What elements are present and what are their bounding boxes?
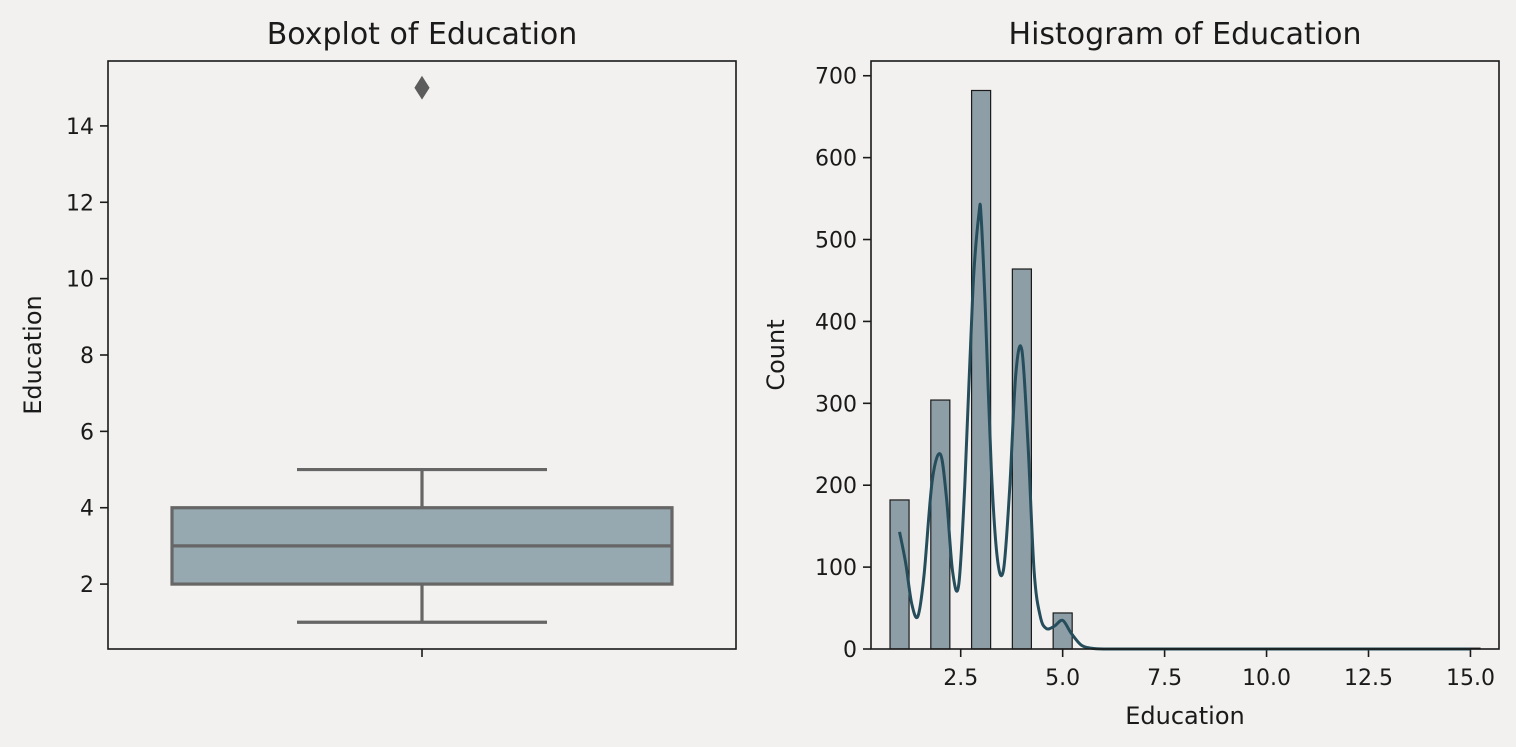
histogram-x-tick-label: 10.0 [1242,666,1291,691]
histogram-y-tick-label: 300 [815,392,857,417]
boxplot-marks [170,75,674,624]
boxplot-y-tick-label: 8 [80,344,94,369]
boxplot-panel: Boxplot of Education Education 2 4 6 8 10 12 1… [19,17,737,657]
histogram-y-tick-label: 200 [815,474,857,499]
histogram-x-axis-label: Education [1125,702,1244,730]
boxplot-y-tick-label: 12 [66,191,94,216]
histogram-y-tick-label: 500 [815,229,857,254]
histogram-x-tick-label: 7.5 [1147,666,1182,691]
histogram-bar [930,399,951,650]
boxplot-y-tick-label: 14 [66,115,94,140]
boxplot-y-tick-label: 6 [80,420,94,445]
histogram-x-tick-label: 15.0 [1446,666,1495,691]
histogram-y-tick-label: 700 [815,65,857,90]
histogram-y-tick-label: 100 [815,556,857,581]
histogram-frame [870,60,1500,650]
boxplot-y-ticks: 2 4 6 8 10 12 14 [66,115,108,598]
boxplot-y-tick-label: 4 [80,497,94,522]
histogram-x-ticks: 2.5 5.0 7.5 10.0 12.5 15.0 [943,649,1495,691]
histogram-x-tick-label: 5.0 [1045,666,1080,691]
boxplot-outlier [414,75,430,100]
histogram-y-tick-label: 400 [815,310,857,335]
histogram-y-tick-label: 0 [843,638,857,663]
boxplot-y-tick-label: 2 [80,573,94,598]
histogram-panel: Histogram of Education Count Education 0… [762,17,1500,730]
boxplot-y-tick-label: 10 [66,268,94,293]
histogram-x-tick-label: 12.5 [1344,666,1393,691]
histogram-x-tick-label: 2.5 [943,666,978,691]
histogram-y-axis-label: Count [762,319,790,390]
histogram-y-ticks: 0 100 200 300 400 500 600 700 [815,65,871,663]
histogram-y-tick-label: 600 [815,147,857,172]
boxplot-title: Boxplot of Education [267,17,578,52]
boxplot-y-axis-label: Education [19,295,47,414]
histogram-title: Histogram of Education [1009,17,1362,52]
